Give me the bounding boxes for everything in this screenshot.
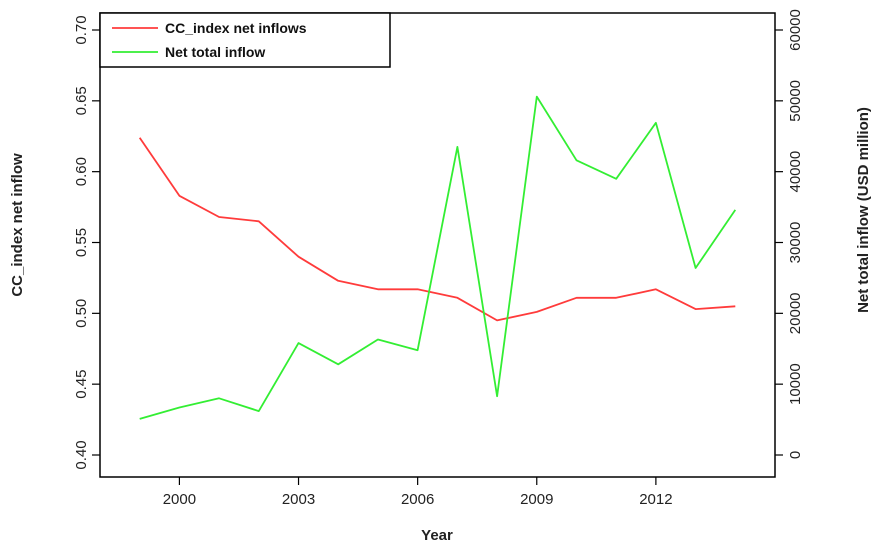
y-left-tick-label-0.55: 0.55 bbox=[73, 228, 90, 257]
plot-area bbox=[99, 12, 776, 478]
y-left-tick-label-0.65: 0.65 bbox=[73, 86, 90, 115]
y-right-tick-label-0: 0 bbox=[787, 451, 804, 459]
legend-label-net-total: Net total inflow bbox=[165, 44, 265, 60]
y-left-tick-label-0.60: 0.60 bbox=[73, 157, 90, 186]
y-right-tick-label-10000: 10000 bbox=[787, 363, 804, 405]
y-left-tick-label-0.45: 0.45 bbox=[73, 370, 90, 399]
y-left-tick-label-0.50: 0.50 bbox=[73, 299, 90, 328]
y-right-tick-label-60000: 60000 bbox=[787, 9, 804, 51]
y-right-tick-label-50000: 50000 bbox=[787, 80, 804, 122]
x-tick-label-2006: 2006 bbox=[401, 491, 434, 508]
legend-box bbox=[99, 12, 391, 68]
y-axis-right-label: Net total inflow (USD million) bbox=[855, 107, 872, 313]
x-tick-label-2012: 2012 bbox=[639, 491, 672, 508]
x-tick-label-2003: 2003 bbox=[282, 491, 315, 508]
y-left-tick-label-0.70: 0.70 bbox=[73, 15, 90, 44]
series-line-1 bbox=[139, 95, 737, 420]
series-line-0 bbox=[138, 137, 736, 322]
series-lines bbox=[138, 95, 737, 420]
axes: 2000 2003 2006 2009 2012 0.40 0.45 0.50 0.55 0.60… bbox=[73, 9, 804, 508]
legend: CC_index net inflows Net total inflow bbox=[99, 12, 391, 68]
x-axis-label: Year bbox=[421, 527, 453, 544]
x-tick-label-2009: 2009 bbox=[520, 491, 553, 508]
y-right-tick-label-30000: 30000 bbox=[787, 222, 804, 264]
x-tick-label-2000: 2000 bbox=[163, 491, 196, 508]
y-axis-left-label: CC_index net inflow bbox=[9, 153, 26, 297]
plot-frame bbox=[99, 12, 776, 478]
legend-label-cc-index: CC_index net inflows bbox=[165, 20, 307, 36]
y-right-tick-label-40000: 40000 bbox=[787, 151, 804, 193]
y-right-tick-label-20000: 20000 bbox=[787, 292, 804, 334]
y-left-tick-label-0.40: 0.40 bbox=[73, 440, 90, 469]
